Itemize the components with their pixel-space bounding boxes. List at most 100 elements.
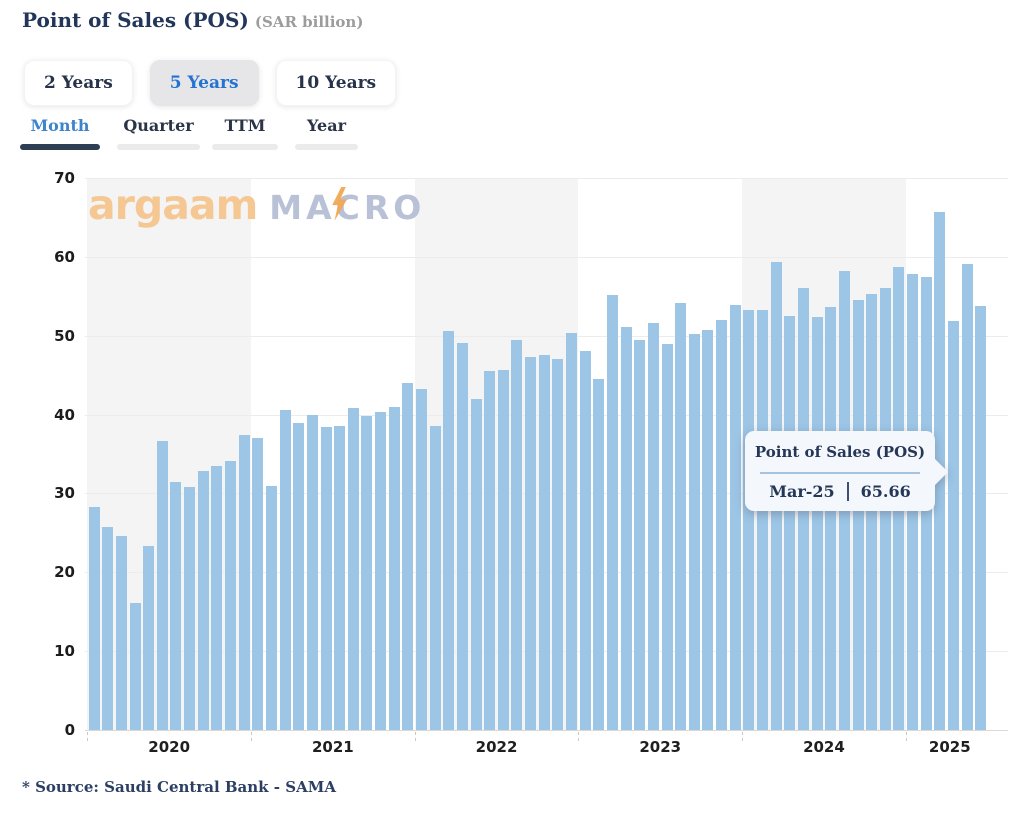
x-axis-label: 2020 [148,738,191,756]
x-axis-label: 2021 [311,738,354,756]
bar[interactable] [320,427,332,730]
argaam-logo-text: argaam [88,181,258,229]
y-axis-label: 30 [54,484,75,503]
period-button-2-years[interactable]: 2 Years [24,60,133,106]
bar[interactable] [416,389,427,730]
tab-month-underline [20,144,100,150]
bar[interactable] [566,333,578,730]
bar[interactable] [579,351,591,730]
bar[interactable] [184,487,196,730]
tab-quarter-label: Quarter [123,116,194,135]
bar[interactable] [743,309,755,730]
bar[interactable] [306,414,318,730]
bar[interactable] [375,412,387,730]
tooltip-separator [760,472,920,474]
bar[interactable] [811,316,823,730]
tooltip-value: 65.66 [860,482,911,501]
x-axis-label: 2023 [639,738,682,756]
bar[interactable] [129,603,141,730]
bar[interactable] [279,409,291,730]
page-title-text: Point of Sales (POS) [22,8,249,32]
bar[interactable] [716,319,728,730]
bar[interactable] [729,304,741,730]
bar[interactable] [252,438,264,730]
bar[interactable] [443,330,455,730]
bar[interactable] [170,482,182,730]
gridline [85,256,1008,258]
bar[interactable] [115,536,127,730]
bar[interactable] [88,506,100,730]
bar[interactable] [688,334,700,730]
plot-area: argaam MACRO 0 10 20 30 40 50 60 70 2020 2021 2022 2… [54,169,1008,756]
bar[interactable] [402,383,414,730]
bar[interactable] [429,425,441,730]
bar[interactable] [620,327,632,730]
tab-ttm-underline [212,144,278,150]
period-button-10-years[interactable]: 10 Years [275,60,397,106]
tab-year-label: Year [306,116,346,135]
bar[interactable] [265,486,277,730]
bar[interactable] [757,309,769,730]
tab-quarter[interactable]: Quarter [117,116,200,150]
year-tick [578,732,580,741]
bar[interactable] [225,461,237,730]
tab-ttm[interactable]: TTM [212,116,278,150]
period-button-5-years[interactable]: 5 Years [149,60,259,106]
bar[interactable] [525,357,537,730]
bar[interactable] [852,300,864,730]
bar[interactable] [156,440,168,730]
bar[interactable] [293,423,305,730]
bar[interactable] [497,369,509,730]
y-axis-label: 0 [64,721,75,739]
bar[interactable] [197,470,209,730]
page-unit: (SAR billion) [254,13,364,31]
tab-month[interactable]: Month [20,116,100,150]
bar[interactable] [784,316,796,730]
bar[interactable] [143,546,155,730]
year-band [414,178,579,730]
bar[interactable] [238,435,250,730]
bar[interactable] [647,323,659,730]
bar[interactable] [102,527,114,730]
bar[interactable] [538,355,550,730]
bar[interactable] [470,398,482,730]
bar[interactable] [456,342,468,730]
bar[interactable] [661,343,673,730]
bar[interactable] [702,330,714,730]
year-tick [414,732,416,741]
bar[interactable] [511,339,523,730]
year-tick [251,732,252,741]
bar[interactable] [593,379,605,730]
x-axis-label: 2025 [928,738,971,756]
lightning-bolt-icon [332,187,347,221]
tab-year[interactable]: Year [295,116,358,150]
bar[interactable] [948,320,960,730]
bar[interactable] [388,406,400,730]
source-note: * Source: Saudi Central Bank - SAMA [22,778,336,796]
bar[interactable] [334,425,346,730]
y-axis-label: 10 [54,642,75,661]
bar[interactable] [866,293,878,730]
bar[interactable] [361,416,373,730]
bar[interactable] [484,371,496,730]
bar[interactable] [347,408,359,730]
tab-year-underline [295,144,358,150]
year-band [87,178,251,730]
bar[interactable] [961,263,973,730]
year-tick [87,732,89,741]
y-axis-label: 20 [54,563,75,582]
year-tick [742,732,744,741]
bar[interactable] [675,302,687,730]
period-button-group: 2 Years 5 Years 10 Years [24,60,397,106]
bar[interactable] [634,339,646,730]
argaam-macro-watermark: argaam MACRO [88,181,425,229]
bar[interactable] [211,465,223,730]
bar[interactable] [552,359,564,730]
bar[interactable] [825,306,837,730]
macro-logo-text: MACRO [269,188,426,227]
tooltip-title: Point of Sales (POS) [754,443,926,461]
bar[interactable] [975,305,987,730]
bar[interactable] [606,295,618,730]
x-axis-label: 2022 [475,738,518,756]
y-axis-label: 60 [54,247,75,266]
